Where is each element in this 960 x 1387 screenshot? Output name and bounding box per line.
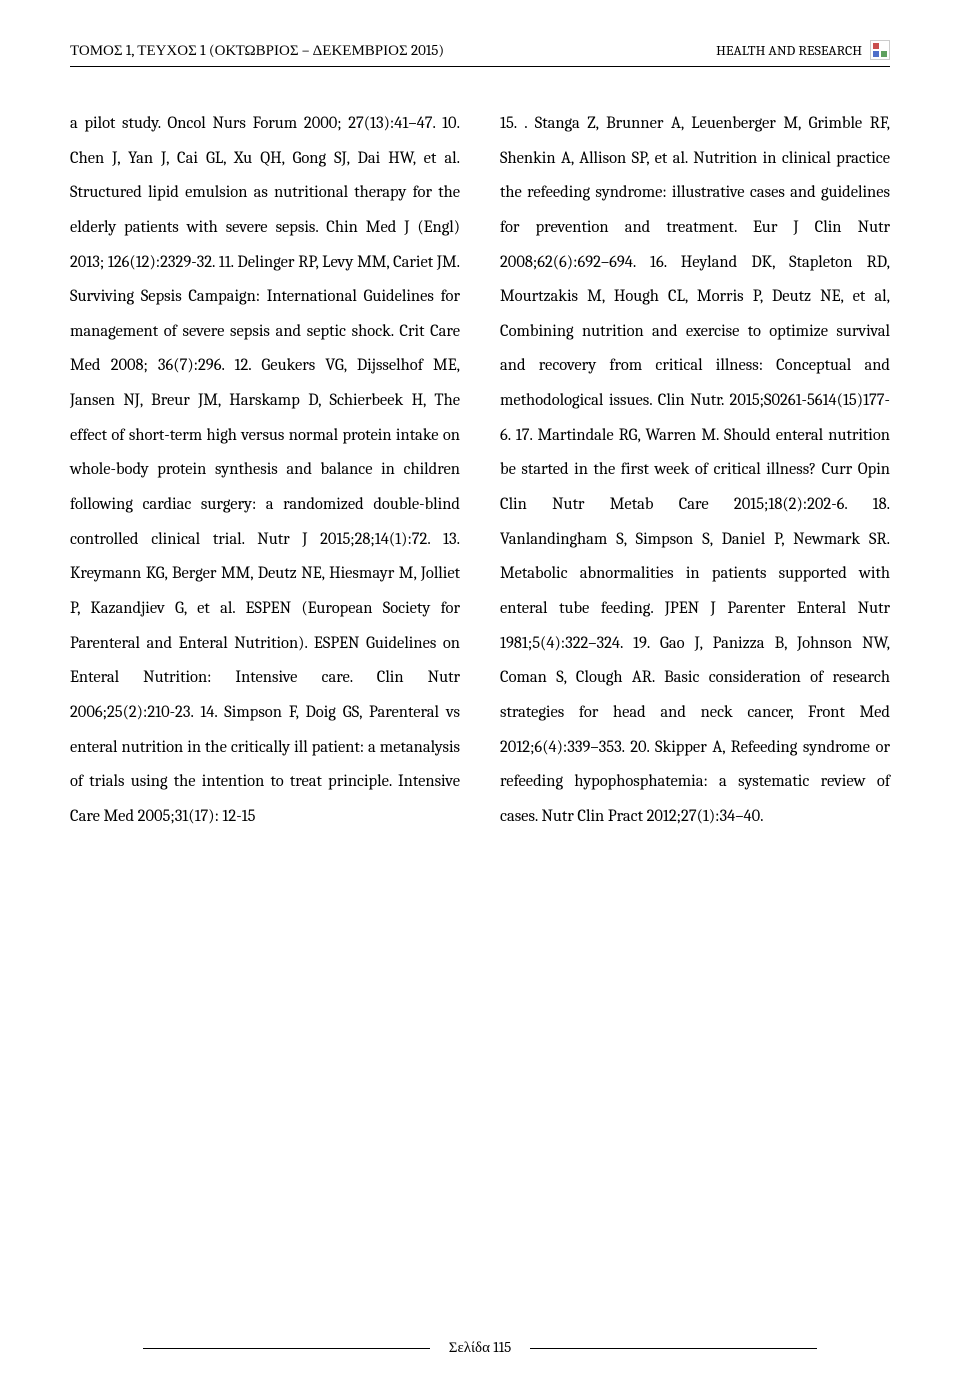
logo-square-2: [881, 43, 887, 49]
logo-square-1: [873, 43, 879, 49]
page-header: ΤΟΜΟΣ 1, ΤΕΥΧΟΣ 1 (ΟΚΤΩΒΡΙΟΣ – ΔΕΚΕΜΒΡΙΟ…: [70, 40, 890, 67]
page-number: Σελίδα 115: [449, 1338, 512, 1356]
right-column: 15. . Stanga Z, Brunner A, Leuenberger M…: [500, 107, 890, 834]
page-footer: Σελίδα 115: [70, 1338, 890, 1357]
logo-square-4: [881, 51, 887, 57]
left-column: a pilot study. Oncol Nurs Forum 2000; 27…: [70, 107, 460, 834]
header-right: HEALTH AND RESEARCH: [716, 40, 890, 60]
logo-square-3: [873, 51, 879, 57]
header-right-text: HEALTH AND RESEARCH: [716, 42, 862, 59]
header-left-text: ΤΟΜΟΣ 1, ΤΕΥΧΟΣ 1 (ΟΚΤΩΒΡΙΟΣ – ΔΕΚΕΜΒΡΙΟ…: [70, 41, 444, 60]
content-columns: a pilot study. Oncol Nurs Forum 2000; 27…: [70, 107, 890, 834]
journal-logo-icon: [870, 40, 890, 60]
